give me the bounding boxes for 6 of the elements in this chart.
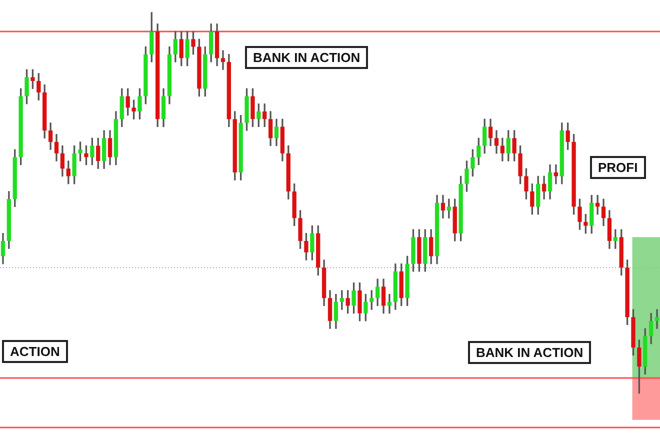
- candlestick: [654, 309, 660, 329]
- annotation: PROFI: [590, 156, 646, 179]
- annotation: BANK IN ACTION: [245, 46, 368, 69]
- annotation: BANK IN ACTION: [468, 341, 592, 364]
- annotation: ACTION: [2, 340, 68, 363]
- candlestick: [220, 50, 226, 70]
